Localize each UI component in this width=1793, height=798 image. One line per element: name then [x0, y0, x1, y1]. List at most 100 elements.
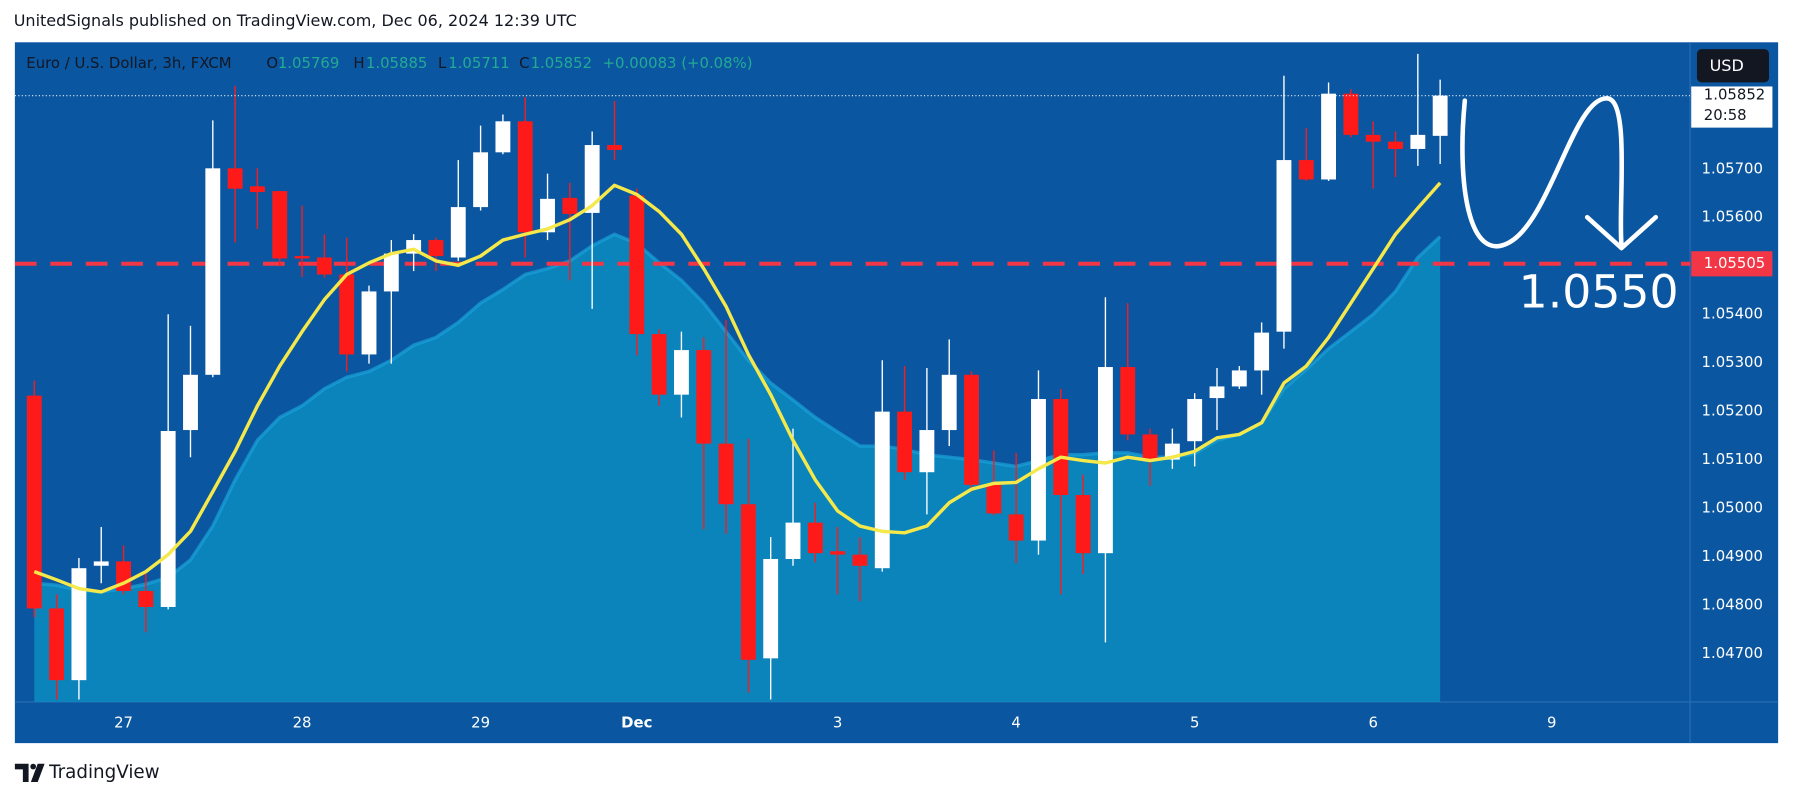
x-tick-label: 9: [1547, 714, 1556, 732]
ohlc-label: H: [353, 54, 364, 72]
candle-body: [629, 195, 645, 335]
x-tick-label: 4: [1011, 714, 1020, 732]
level-price-box: [1691, 251, 1773, 277]
candle-body: [160, 431, 176, 607]
candle-body: [1075, 495, 1091, 554]
x-tick-label: 28: [293, 714, 312, 732]
annotation: 1.0550: [1519, 265, 1679, 318]
candle-body: [316, 257, 332, 275]
x-tick-label: Dec: [621, 714, 652, 732]
candle-body: [1276, 160, 1292, 332]
candle-body: [562, 197, 578, 214]
candle-body: [919, 430, 935, 473]
candle-body: [1432, 95, 1448, 136]
candle-body: [964, 374, 979, 485]
publish-header: UnitedSignals published on TradingView.c…: [14, 11, 577, 30]
candle-body: [740, 504, 756, 660]
candle-body: [71, 568, 87, 681]
ohlc-value: 1.05769: [278, 54, 339, 72]
drawn-curve-arrow: [1460, 96, 1625, 249]
axes: 1.05700 1.05600 1.05400 1.05300 1.05200 1.051…: [114, 86, 1773, 732]
candle-body: [183, 374, 198, 431]
ohlc-label: L: [438, 54, 447, 72]
y-tick-label: 1.05100: [1702, 450, 1763, 468]
ma-area-line: [34, 232, 1442, 594]
symbol-title: Euro / U.S. Dollar, 3h, FXCM: [26, 54, 231, 72]
footer-logo: TradingView: [14, 762, 160, 783]
y-tick-label: 1.05700: [1702, 159, 1763, 177]
y-tick-label: 1.04800: [1702, 596, 1763, 614]
ohlc-value: 1.05711: [448, 54, 509, 72]
candle-body: [1209, 386, 1225, 399]
candle-body: [361, 291, 377, 355]
y-tick-label: 1.05200: [1702, 402, 1763, 420]
candle-body: [495, 121, 511, 153]
x-tick-label: 6: [1368, 714, 1377, 732]
candle-body: [763, 558, 779, 659]
logo-mark: [30, 763, 45, 782]
candle-body: [473, 152, 489, 208]
candle-body: [651, 334, 667, 395]
candle-body: [852, 554, 868, 566]
logo-mark: [14, 763, 29, 782]
ohlc-label: O: [266, 54, 278, 72]
countdown-label: 20:58: [1704, 106, 1747, 124]
last-price-box: [1691, 86, 1773, 128]
footer-brand: TradingView: [48, 762, 160, 783]
candle-body: [874, 411, 890, 569]
candle-body: [250, 186, 265, 193]
candle-body: [807, 522, 823, 554]
ohlc-value: 1.05885: [366, 54, 427, 72]
y-tick-label: 1.05600: [1702, 208, 1763, 226]
candle-body: [785, 522, 801, 559]
candle-body: [696, 350, 712, 444]
x-tick-label: 3: [833, 714, 842, 732]
candle-body: [941, 374, 957, 431]
legend: Euro / U.S. Dollar, 3h, FXCM O 1.05769 H…: [26, 54, 752, 72]
candle-body: [1187, 399, 1203, 442]
candle-body: [1410, 134, 1426, 149]
candle-body: [49, 608, 65, 681]
y-tick-label: 1.05300: [1702, 353, 1763, 371]
candle-body: [1321, 93, 1337, 180]
candle-body: [1388, 141, 1403, 149]
y-tick-label: 1.04700: [1702, 644, 1763, 662]
candle-body: [1254, 332, 1270, 371]
candle-body: [1298, 160, 1314, 180]
ma-line: [33, 181, 1442, 594]
x-tick-label: 27: [114, 714, 133, 732]
candle-body: [897, 411, 913, 473]
candle-body: [205, 168, 221, 375]
y-tick-label: 1.05400: [1702, 305, 1763, 323]
ohlc-label: C: [519, 54, 529, 72]
change-value: +0.00083 (+0.08%): [603, 54, 753, 72]
candle-body: [1120, 367, 1136, 435]
candle-body: [450, 207, 466, 258]
candle-body: [294, 256, 310, 259]
ohlc-value: 1.05852: [531, 54, 592, 72]
candle-body: [1142, 434, 1158, 461]
x-tick-label: 29: [471, 714, 490, 732]
candle-body: [718, 443, 734, 505]
candle-body: [830, 551, 846, 555]
candle-body: [986, 484, 1002, 514]
ma-area: [34, 234, 1441, 702]
candle-body: [1097, 367, 1113, 554]
y-tick-label: 1.04900: [1702, 547, 1763, 565]
x-tick-label: 5: [1190, 714, 1199, 732]
candle-body: [138, 590, 154, 607]
last-price-label: 1.05852: [1704, 86, 1765, 104]
candle-body: [1343, 93, 1359, 135]
currency-button[interactable]: [1696, 49, 1769, 83]
candle-body: [1231, 370, 1247, 387]
candle-body: [540, 198, 555, 233]
candle-body: [673, 350, 689, 395]
plot-area: [14, 53, 1691, 702]
y-tick-label: 1.05000: [1702, 499, 1763, 517]
candle-body: [1008, 514, 1024, 541]
candle-body: [517, 121, 533, 233]
candle-body: [339, 274, 355, 355]
candle-body: [607, 145, 622, 150]
